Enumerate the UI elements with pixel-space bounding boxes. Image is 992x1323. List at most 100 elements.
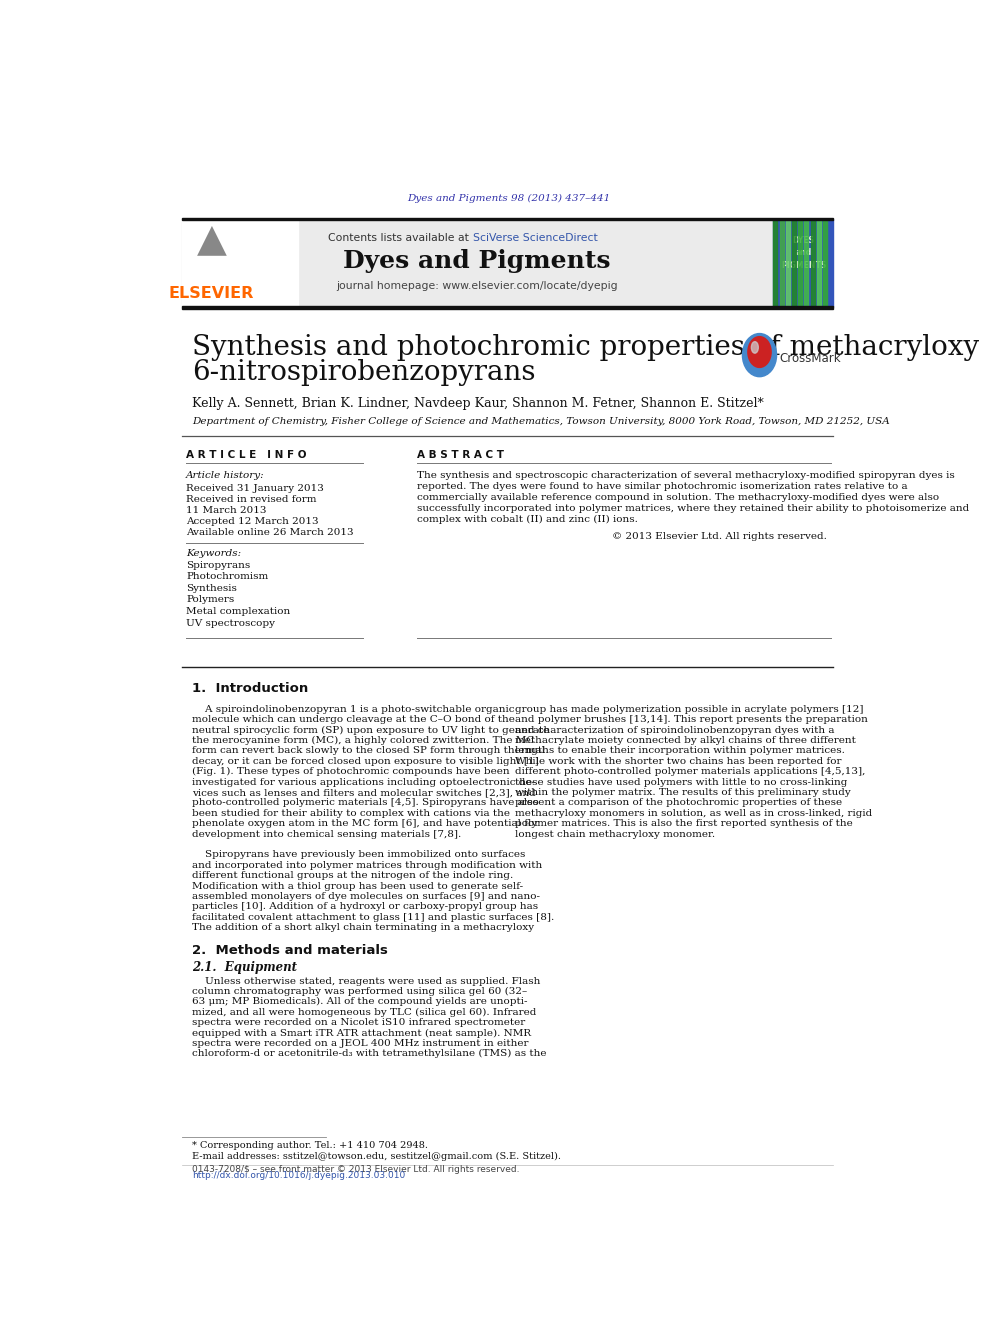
Text: polymer matrices. This is also the first reported synthesis of the: polymer matrices. This is also the first… (516, 819, 853, 828)
Text: Kelly A. Sennett, Brian K. Lindner, Navdeep Kaur, Shannon M. Fetner, Shannon E. : Kelly A. Sennett, Brian K. Lindner, Navd… (192, 397, 764, 410)
Text: 2.1.  Equipment: 2.1. Equipment (192, 960, 298, 974)
Text: molecule which can undergo cleavage at the C–O bond of the: molecule which can undergo cleavage at t… (192, 716, 515, 724)
Text: development into chemical sensing materials [7,8].: development into chemical sensing materi… (192, 830, 461, 839)
Text: these studies have used polymers with little to no cross-linking: these studies have used polymers with li… (516, 778, 848, 787)
Text: different photo-controlled polymer materials applications [4,5,13],: different photo-controlled polymer mater… (516, 767, 866, 777)
Text: SciVerse ScienceDirect: SciVerse ScienceDirect (473, 233, 597, 243)
Text: Synthesis and photochromic properties of methacryloxy: Synthesis and photochromic properties of… (192, 333, 979, 361)
Bar (183, 218, 299, 307)
Text: the merocyanine form (MC), a highly colored zwitterion. The MC: the merocyanine form (MC), a highly colo… (192, 736, 535, 745)
Text: assembled monolayers of dye molecules on surfaces [9] and nano-: assembled monolayers of dye molecules on… (192, 892, 541, 901)
Bar (183, 218, 774, 307)
Ellipse shape (748, 336, 771, 368)
Text: Unless otherwise stated, reagents were used as supplied. Flash: Unless otherwise stated, reagents were u… (192, 976, 541, 986)
Text: present a comparison of the photochromic properties of these: present a comparison of the photochromic… (516, 798, 842, 807)
Text: Modification with a thiol group has been used to generate self-: Modification with a thiol group has been… (192, 881, 524, 890)
Text: column chromatography was performed using silica gel 60 (32–: column chromatography was performed usin… (192, 987, 528, 996)
Text: different functional groups at the nitrogen of the indole ring.: different functional groups at the nitro… (192, 871, 514, 880)
Text: ELSEVIER: ELSEVIER (168, 286, 254, 302)
Text: 6-nitrospirobenzopyrans: 6-nitrospirobenzopyrans (192, 360, 536, 386)
Text: 2.  Methods and materials: 2. Methods and materials (192, 943, 388, 957)
Text: Photochromism: Photochromism (186, 573, 268, 581)
Text: Spiropyrans have previously been immobilized onto surfaces: Spiropyrans have previously been immobil… (192, 851, 526, 860)
Text: A spiroindolinobenzopyran 1 is a photo-switchable organic: A spiroindolinobenzopyran 1 is a photo-s… (192, 705, 515, 714)
Text: While work with the shorter two chains has been reported for: While work with the shorter two chains h… (516, 757, 842, 766)
Text: been studied for their ability to complex with cations via the: been studied for their ability to comple… (192, 808, 510, 818)
Text: successfully incorporated into polymer matrices, where they retained their abili: successfully incorporated into polymer m… (417, 504, 969, 513)
Text: http://dx.doi.org/10.1016/j.dyepig.2013.03.010: http://dx.doi.org/10.1016/j.dyepig.2013.… (192, 1171, 406, 1180)
Text: neutral spirocyclic form (SP) upon exposure to UV light to generate: neutral spirocyclic form (SP) upon expos… (192, 725, 550, 734)
Bar (799, 218, 803, 307)
Text: and incorporated into polymer matrices through modification with: and incorporated into polymer matrices t… (192, 861, 543, 869)
Text: journal homepage: www.elsevier.com/locate/dyepig: journal homepage: www.elsevier.com/locat… (336, 280, 617, 291)
Text: Metal complexation: Metal complexation (186, 607, 291, 617)
Bar (183, 306, 833, 308)
Text: lengths to enable their incorporation within polymer matrices.: lengths to enable their incorporation wi… (516, 746, 845, 755)
Bar (786, 218, 790, 307)
Text: spectra were recorded on a JEOL 400 MHz instrument in either: spectra were recorded on a JEOL 400 MHz … (192, 1039, 529, 1048)
Text: and polymer brushes [13,14]. This report presents the preparation: and polymer brushes [13,14]. This report… (516, 716, 868, 724)
Text: within the polymer matrix. The results of this preliminary study: within the polymer matrix. The results o… (516, 789, 851, 796)
Text: methacrylate moiety connected by alkyl chains of three different: methacrylate moiety connected by alkyl c… (516, 736, 856, 745)
Text: photo-controlled polymeric materials [4,5]. Spiropyrans have also: photo-controlled polymeric materials [4,… (192, 798, 539, 807)
Text: vices such as lenses and filters and molecular switches [2,3], and: vices such as lenses and filters and mol… (192, 789, 536, 796)
Text: The addition of a short alkyl chain terminating in a methacryloxy: The addition of a short alkyl chain term… (192, 923, 535, 933)
Text: equipped with a Smart iTR ATR attachment (neat sample). NMR: equipped with a Smart iTR ATR attachment… (192, 1028, 532, 1037)
Text: Contents lists available at: Contents lists available at (328, 233, 473, 243)
Text: Article history:: Article history: (186, 471, 265, 480)
Bar (183, 218, 833, 221)
Text: chloroform-d or acetonitrile-d₃ with tetramethylsilane (TMS) as the: chloroform-d or acetonitrile-d₃ with tet… (192, 1049, 547, 1058)
Text: * Corresponding author. Tel.: +1 410 704 2948.: * Corresponding author. Tel.: +1 410 704… (192, 1142, 429, 1151)
Text: Received 31 January 2013: Received 31 January 2013 (186, 484, 323, 493)
Text: Keywords:: Keywords: (186, 549, 241, 558)
Text: investigated for various applications including optoelectronic de-: investigated for various applications in… (192, 778, 536, 787)
Bar (780, 218, 784, 307)
Text: 1.  Introduction: 1. Introduction (192, 683, 309, 695)
Text: UV spectroscopy: UV spectroscopy (186, 619, 275, 627)
Text: Dyes and Pigments 98 (2013) 437–441: Dyes and Pigments 98 (2013) 437–441 (407, 194, 610, 204)
Text: The synthesis and spectroscopic characterization of several methacryloxy-modifie: The synthesis and spectroscopic characte… (417, 471, 954, 480)
Bar (805, 218, 808, 307)
Bar (823, 218, 827, 307)
Text: particles [10]. Addition of a hydroxyl or carboxy-propyl group has: particles [10]. Addition of a hydroxyl o… (192, 902, 539, 912)
Text: (Fig. 1). These types of photochromic compounds have been: (Fig. 1). These types of photochromic co… (192, 767, 510, 777)
Text: Dyes and Pigments: Dyes and Pigments (343, 249, 610, 273)
Text: methacryloxy monomers in solution, as well as in cross-linked, rigid: methacryloxy monomers in solution, as we… (516, 808, 873, 818)
Text: Spiropyrans: Spiropyrans (186, 561, 250, 570)
Text: A R T I C L E   I N F O: A R T I C L E I N F O (186, 450, 307, 460)
Text: commercially available reference compound in solution. The methacryloxy-modified: commercially available reference compoun… (417, 493, 939, 501)
Text: longest chain methacryloxy monomer.: longest chain methacryloxy monomer. (516, 830, 715, 839)
Ellipse shape (751, 341, 758, 353)
Text: DYES
and
PIGMENTS: DYES and PIGMENTS (781, 235, 826, 270)
Text: facilitated covalent attachment to glass [11] and plastic surfaces [8].: facilitated covalent attachment to glass… (192, 913, 555, 922)
Text: decay, or it can be forced closed upon exposure to visible light [1]: decay, or it can be forced closed upon e… (192, 757, 539, 766)
Bar (774, 218, 833, 307)
Text: ▲: ▲ (196, 221, 227, 258)
Text: spectra were recorded on a Nicolet iS10 infrared spectrometer: spectra were recorded on a Nicolet iS10 … (192, 1019, 526, 1027)
Text: group has made polymerization possible in acrylate polymers [12]: group has made polymerization possible i… (516, 705, 864, 714)
Text: 0143-7208/$ – see front matter © 2013 Elsevier Ltd. All rights reserved.: 0143-7208/$ – see front matter © 2013 El… (192, 1166, 520, 1175)
Text: CrossMark: CrossMark (780, 352, 841, 365)
Text: 11 March 2013: 11 March 2013 (186, 507, 267, 515)
Text: phenolate oxygen atom in the MC form [6], and have potential for: phenolate oxygen atom in the MC form [6]… (192, 819, 540, 828)
Bar (810, 218, 814, 307)
Text: Polymers: Polymers (186, 595, 234, 605)
Text: Synthesis: Synthesis (186, 583, 237, 593)
Text: © 2013 Elsevier Ltd. All rights reserved.: © 2013 Elsevier Ltd. All rights reserved… (612, 532, 827, 541)
Bar (792, 218, 796, 307)
Text: E-mail addresses: sstitzel@towson.edu, sestitzel@gmail.com (S.E. Stitzel).: E-mail addresses: sstitzel@towson.edu, s… (192, 1152, 561, 1162)
Bar (774, 218, 778, 307)
Text: complex with cobalt (II) and zinc (II) ions.: complex with cobalt (II) and zinc (II) i… (417, 515, 638, 524)
Text: Department of Chemistry, Fisher College of Science and Mathematics, Towson Unive: Department of Chemistry, Fisher College … (192, 417, 890, 426)
Text: 63 μm; MP Biomedicals). All of the compound yields are unopti-: 63 μm; MP Biomedicals). All of the compo… (192, 998, 528, 1007)
Bar (816, 218, 820, 307)
Text: Accepted 12 March 2013: Accepted 12 March 2013 (186, 517, 318, 527)
Text: mized, and all were homogeneous by TLC (silica gel 60). Infrared: mized, and all were homogeneous by TLC (… (192, 1008, 537, 1017)
Text: form can revert back slowly to the closed SP form through thermal: form can revert back slowly to the close… (192, 746, 546, 755)
Text: and characterization of spiroindolinobenzopyran dyes with a: and characterization of spiroindolinoben… (516, 725, 835, 734)
Text: A B S T R A C T: A B S T R A C T (417, 450, 504, 460)
Ellipse shape (742, 333, 777, 377)
Text: Available online 26 March 2013: Available online 26 March 2013 (186, 528, 353, 537)
Text: reported. The dyes were found to have similar photochromic isomerization rates r: reported. The dyes were found to have si… (417, 483, 908, 491)
Text: Received in revised form: Received in revised form (186, 495, 316, 504)
